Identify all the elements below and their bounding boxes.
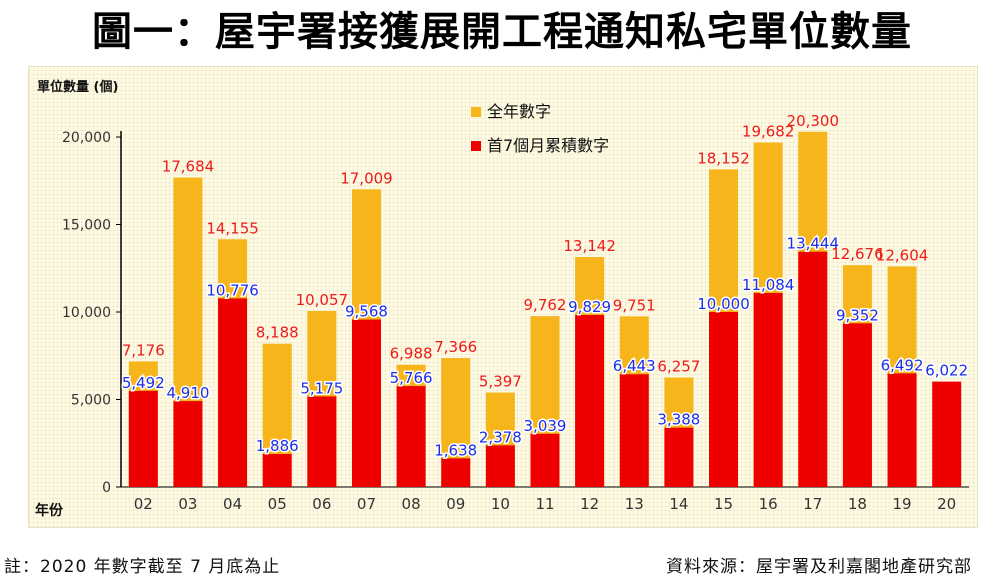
data-label-first-seven: 2,378 bbox=[479, 428, 522, 446]
data-label-first-seven: 1,886 bbox=[256, 437, 299, 455]
y-tick-label: 0 bbox=[102, 480, 111, 496]
data-label-full-year: 18,152 bbox=[697, 149, 750, 167]
x-tick-label: 18 bbox=[848, 495, 867, 513]
x-tick-label: 02 bbox=[134, 495, 153, 513]
y-tick-label: 5,000 bbox=[71, 393, 111, 409]
x-tick-label: 03 bbox=[178, 495, 197, 513]
x-tick-label: 09 bbox=[446, 495, 465, 513]
legend-swatch-first-seven bbox=[471, 141, 481, 151]
bar-first-seven-10 bbox=[485, 445, 515, 487]
data-label-first-seven: 10,000 bbox=[697, 295, 750, 313]
y-tick-label: 20,000 bbox=[62, 130, 111, 146]
y-tick-label: 15,000 bbox=[62, 218, 111, 234]
bar-first-seven-08 bbox=[396, 386, 426, 487]
x-tick-label: 05 bbox=[268, 495, 287, 513]
data-label-full-year: 7,366 bbox=[434, 338, 477, 356]
x-tick-label: 04 bbox=[223, 495, 242, 513]
data-label-full-year: 17,684 bbox=[162, 158, 215, 176]
data-label-full-year: 8,188 bbox=[256, 324, 299, 342]
data-label-full-year: 14,155 bbox=[206, 219, 259, 237]
bar-first-seven-03 bbox=[173, 401, 203, 487]
data-label-full-year: 9,751 bbox=[613, 296, 656, 314]
data-label-first-seven: 9,352 bbox=[836, 306, 879, 324]
bar-chart: 單位數量 (個) 年份 0 5,000 10,000 15,000 20,000 02 03 04… bbox=[35, 79, 970, 519]
data-label-first-seven: 3,388 bbox=[657, 411, 700, 429]
bar-first-seven-02 bbox=[128, 390, 158, 487]
bar-first-seven-07 bbox=[351, 319, 381, 487]
x-tick-label: 20 bbox=[937, 495, 956, 513]
legend-swatch-full-year bbox=[471, 107, 481, 117]
y-axis-label: 單位數量 (個) bbox=[37, 79, 118, 95]
data-label-first-seven: 6,492 bbox=[881, 356, 924, 374]
data-label-first-seven: 11,084 bbox=[742, 276, 795, 294]
x-tick-label: 08 bbox=[402, 495, 421, 513]
chart-title: 圖一：屋宇署接獲展開工程通知私宅單位數量 bbox=[92, 9, 912, 55]
data-label-first-seven: 6,022 bbox=[925, 362, 968, 380]
bar-first-seven-17 bbox=[798, 251, 828, 487]
data-label-first-seven: 13,444 bbox=[787, 235, 840, 253]
x-tick-label: 13 bbox=[625, 495, 644, 513]
bar-first-seven-16 bbox=[753, 293, 783, 487]
data-label-first-seven: 3,039 bbox=[524, 417, 567, 435]
data-label-full-year: 12,604 bbox=[876, 246, 929, 264]
data-label-full-year: 17,009 bbox=[340, 169, 393, 187]
data-label-first-seven: 10,776 bbox=[206, 281, 259, 299]
data-label-first-seven: 9,568 bbox=[345, 303, 388, 321]
data-label-first-seven: 6,443 bbox=[613, 357, 656, 375]
x-tick-label: 10 bbox=[491, 495, 510, 513]
legend-label-first-seven: 首7個月累積數字 bbox=[487, 136, 609, 155]
x-tick-label: 16 bbox=[759, 495, 778, 513]
bar-first-seven-20 bbox=[932, 381, 962, 487]
x-tick-label: 14 bbox=[669, 495, 688, 513]
data-label-full-year: 20,300 bbox=[787, 112, 840, 130]
data-label-first-seven: 5,766 bbox=[390, 369, 433, 387]
x-tick-label: 15 bbox=[714, 495, 733, 513]
x-tick-label: 17 bbox=[803, 495, 822, 513]
data-label-first-seven: 5,492 bbox=[122, 374, 165, 392]
footnote: 註：2020 年數字截至 7 月底為止 bbox=[4, 557, 281, 577]
data-label-first-seven: 1,638 bbox=[434, 441, 477, 459]
data-label-full-year: 9,762 bbox=[524, 296, 567, 314]
x-axis-label: 年份 bbox=[35, 502, 64, 519]
bar-first-seven-06 bbox=[307, 396, 337, 487]
bar-first-seven-05 bbox=[262, 453, 292, 487]
x-tick-label: 11 bbox=[535, 495, 554, 513]
bar-first-seven-09 bbox=[441, 458, 471, 487]
data-label-full-year: 6,988 bbox=[390, 345, 433, 363]
bar-first-seven-04 bbox=[218, 298, 248, 487]
data-label-full-year: 19,682 bbox=[742, 123, 795, 141]
x-tick-label: 06 bbox=[312, 495, 331, 513]
data-label-full-year: 5,397 bbox=[479, 373, 522, 391]
source-note: 資料來源：屋宇署及利嘉閣地產研究部 bbox=[666, 557, 972, 577]
data-label-full-year: 13,142 bbox=[563, 237, 616, 255]
data-label-full-year: 7,176 bbox=[122, 341, 165, 359]
chart-panel: 單位數量 (個) 年份 0 5,000 10,000 15,000 20,000 02 03 04… bbox=[28, 66, 978, 528]
data-label-full-year: 6,257 bbox=[657, 358, 700, 376]
bar-first-seven-15 bbox=[709, 312, 739, 487]
y-tick-label: 10,000 bbox=[62, 305, 111, 321]
data-label-full-year: 12,676 bbox=[831, 245, 884, 263]
bar-first-seven-11 bbox=[530, 433, 560, 487]
data-label-first-seven: 9,829 bbox=[568, 298, 611, 316]
bar-first-seven-14 bbox=[664, 427, 694, 487]
bar-first-seven-19 bbox=[887, 373, 917, 487]
data-label-full-year: 10,057 bbox=[296, 291, 349, 309]
bar-first-seven-18 bbox=[842, 323, 872, 487]
bar-first-seven-13 bbox=[619, 374, 649, 487]
data-label-first-seven: 5,175 bbox=[300, 379, 343, 397]
x-tick-label: 12 bbox=[580, 495, 599, 513]
bar-first-seven-12 bbox=[575, 314, 605, 487]
legend-label-full-year: 全年數字 bbox=[487, 102, 551, 121]
x-tick-label: 19 bbox=[893, 495, 912, 513]
x-tick-label: 07 bbox=[357, 495, 376, 513]
data-label-first-seven: 4,910 bbox=[166, 384, 209, 402]
